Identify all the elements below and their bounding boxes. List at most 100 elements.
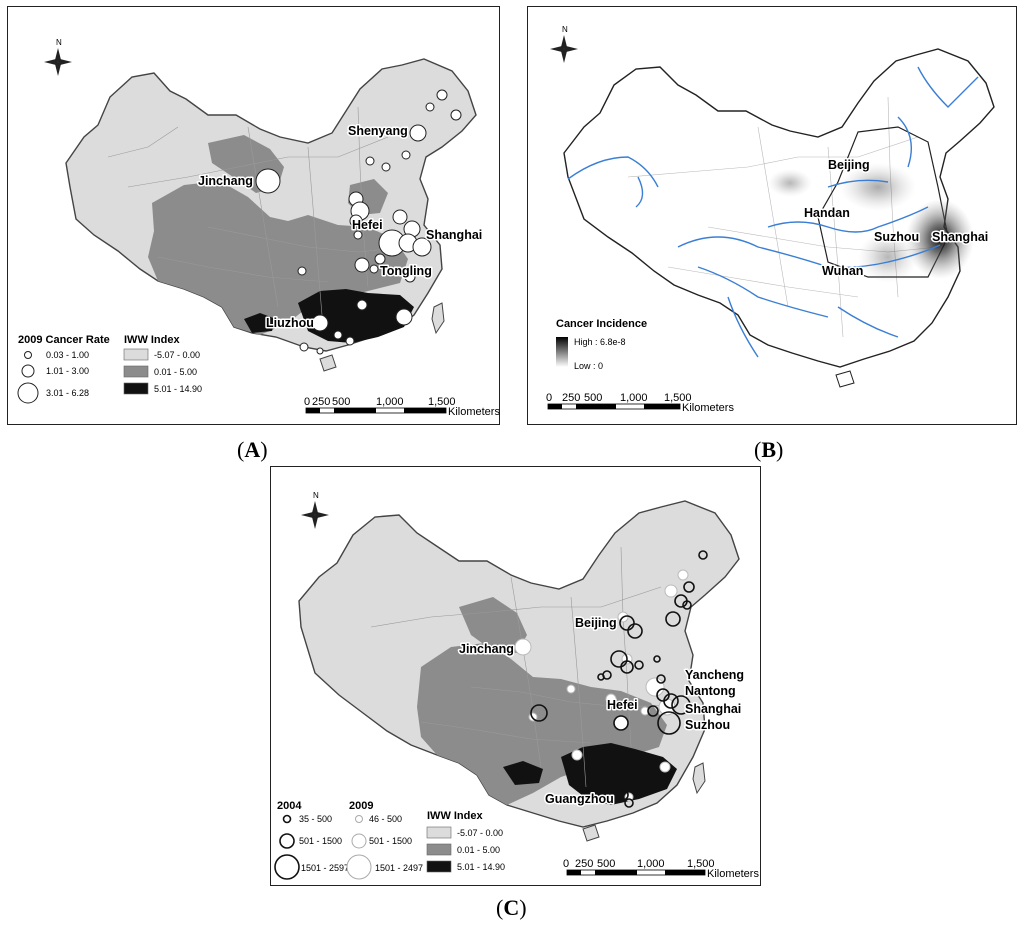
svg-text:500: 500: [332, 396, 350, 408]
city-label-nantong: Nantong: [685, 684, 736, 698]
legend-2004-symbol-small: [282, 814, 292, 824]
legend-rate-item: 1.01 - 3.00: [46, 366, 89, 376]
city-label-shanghai: Shanghai: [932, 230, 988, 244]
svg-text:1,500: 1,500: [428, 396, 456, 408]
city-label-jinchang: Jinchang: [459, 642, 514, 656]
hainan: [835, 370, 855, 388]
svg-text:N: N: [56, 38, 62, 47]
north-arrow-icon: N: [301, 491, 329, 529]
legend-iww-swatch-low: [123, 348, 149, 361]
legend-2009-item: 501 - 1500: [369, 836, 412, 846]
iww-mid-region: [417, 643, 667, 805]
panel-c: Beijing Jinchang Yancheng Nantong Hefei …: [270, 466, 761, 886]
legend-iww-swatch-high: [426, 860, 452, 873]
legend-incidence-low: Low : 0: [574, 361, 603, 371]
heat-hotspot: [906, 199, 974, 279]
svg-text:250: 250: [575, 858, 593, 870]
legend-2004-symbol-large: [274, 854, 300, 880]
city-label-tongling: Tongling: [380, 264, 432, 278]
city-label-yancheng: Yancheng: [685, 668, 744, 682]
iww-mid-region: [467, 717, 551, 759]
scale-bar: 0 250 500 1,000 1,500 Kilometers: [546, 392, 734, 414]
city-label-beijing: Beijing: [575, 616, 617, 630]
heat-hotspot: [768, 169, 812, 197]
legend-incidence-title: Cancer Incidence: [556, 318, 647, 330]
caption-a: (A): [237, 437, 268, 462]
province-borders: [370, 546, 672, 788]
north-arrow-icon: N: [550, 25, 578, 63]
panel-b: Beijing Handan Suzhou Shanghai Wuhan N C…: [527, 6, 1017, 425]
legend-iww-item: 0.01 - 5.00: [154, 367, 197, 377]
legend-rate-item: 0.03 - 1.00: [46, 350, 89, 360]
svg-text:500: 500: [597, 858, 615, 870]
svg-text:250: 250: [312, 396, 330, 408]
legend-rate-symbol-medium: [21, 364, 35, 378]
svg-text:1,500: 1,500: [687, 858, 715, 870]
iww-high-region: [298, 289, 414, 343]
caption-c: (C): [496, 895, 527, 920]
legend-rate-title: 2009 Cancer Rate: [18, 334, 110, 346]
svg-text:1,500: 1,500: [664, 392, 692, 404]
panel-b-map: Beijing Handan Suzhou Shanghai Wuhan N C…: [546, 25, 995, 414]
svg-text:1,000: 1,000: [620, 392, 648, 404]
panel-a-map: Shenyang Jinchang Hefei Shanghai Tonglin…: [17, 38, 500, 418]
svg-text:Kilometers: Kilometers: [682, 402, 734, 414]
legend-2004-item: 501 - 1500: [299, 836, 342, 846]
svg-text:500: 500: [584, 392, 602, 404]
city-label-guangzhou: Guangzhou: [545, 792, 614, 806]
svg-text:N: N: [562, 25, 568, 34]
legend-iww-swatch-mid: [426, 843, 452, 856]
hainan: [582, 824, 600, 842]
legend-2009-item: 46 - 500: [369, 814, 402, 824]
legend-2009-symbol-large: [346, 854, 372, 880]
panel-c-map: Beijing Jinchang Yancheng Nantong Hefei …: [274, 491, 759, 880]
taiwan: [692, 762, 706, 795]
heat-hotspot: [858, 231, 918, 283]
legend-rate-item: 3.01 - 6.28: [46, 388, 89, 398]
city-label-jinchang: Jinchang: [198, 174, 253, 188]
legend-2009-symbol-medium: [351, 833, 367, 849]
legend-2009-item: 1501 - 2497: [375, 863, 423, 873]
city-label-wuhan: Wuhan: [822, 264, 863, 278]
iww-high-region: [561, 743, 677, 805]
city-label-beijing: Beijing: [828, 158, 870, 172]
city-label-shanghai: Shanghai: [685, 702, 741, 716]
legend-2009-symbol-small: [355, 815, 363, 823]
legend-iww-item: 5.01 - 14.90: [154, 384, 202, 394]
iww-high-region: [244, 313, 276, 333]
legend-rate-symbol-large: [17, 382, 39, 404]
circles-2004: [530, 550, 708, 808]
svg-text:Kilometers: Kilometers: [707, 868, 759, 880]
city-label-shenyang: Shenyang: [348, 124, 408, 138]
legend-2009-title: 2009: [349, 800, 373, 812]
legend-incidence-high: High : 6.8e-8: [574, 337, 626, 347]
hainan: [319, 354, 337, 372]
legend-2004-item: 35 - 500: [299, 814, 332, 824]
cancer-rate-circles: [255, 89, 462, 355]
legend-iww-swatch-mid: [123, 365, 149, 378]
svg-text:0: 0: [304, 396, 310, 408]
province-borders: [627, 96, 939, 338]
legend-2004-title: 2004: [277, 800, 302, 812]
caption-b: (B): [754, 437, 784, 462]
scale-bar: 0 250 500 1,000 1,500 Kilometers: [304, 396, 500, 418]
svg-text:1,000: 1,000: [376, 396, 404, 408]
city-label-liuzhou: Liuzhou: [266, 316, 314, 330]
iww-mid-region: [459, 597, 527, 653]
legend-iww-item: 5.01 - 14.90: [457, 862, 505, 872]
city-label-suzhou: Suzhou: [685, 718, 730, 732]
legend-iww-swatch-high: [123, 382, 149, 395]
legend-iww-title: IWW Index: [124, 334, 180, 346]
panel-a: Shenyang Jinchang Hefei Shanghai Tonglin…: [7, 6, 500, 425]
legend-incidence-ramp: [556, 337, 568, 367]
city-label-suzhou: Suzhou: [874, 230, 919, 244]
svg-text:0: 0: [546, 392, 552, 404]
rivers: [567, 66, 979, 358]
svg-text:Kilometers: Kilometers: [448, 406, 500, 418]
taiwan: [431, 302, 445, 335]
city-label-shanghai: Shanghai: [426, 228, 482, 242]
legend-iww-item: 0.01 - 5.00: [457, 845, 500, 855]
iww-high-region: [503, 761, 543, 785]
heat-hotspot: [840, 163, 916, 211]
svg-text:1,000: 1,000: [637, 858, 665, 870]
